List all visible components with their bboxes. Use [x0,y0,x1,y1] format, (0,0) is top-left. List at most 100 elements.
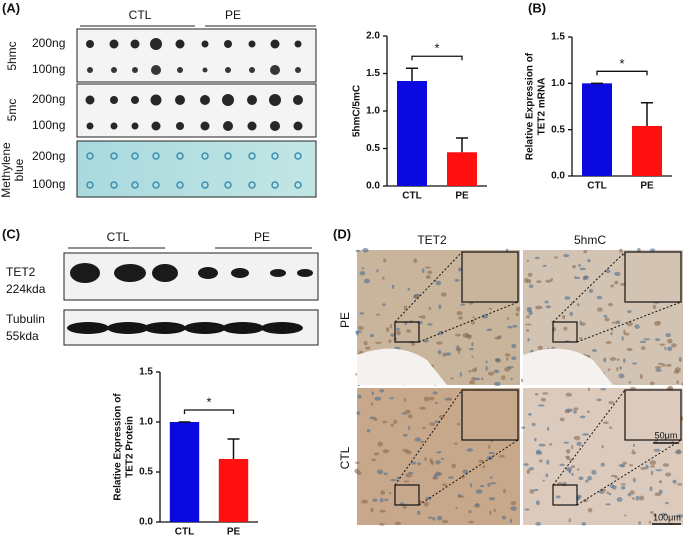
cell [488,444,491,450]
cell [515,306,521,312]
dot [224,152,232,160]
zoom-line [418,301,519,343]
cell [377,441,384,447]
cell [603,314,608,318]
cell [437,472,443,476]
dot [110,96,118,104]
cell [672,479,677,484]
cell [357,326,364,330]
group-label: CTL [107,230,130,244]
cell [655,469,663,472]
amount-label: 100ng [32,118,65,132]
blot-label: Tubulin [6,312,45,326]
cell [528,310,533,316]
cell [650,511,654,514]
cell [614,271,621,276]
cell [653,513,657,518]
cell [429,422,436,426]
bar [632,125,662,176]
cell [563,326,568,331]
cell [366,429,371,433]
dot [151,65,161,75]
error-bar [456,137,468,153]
cell [503,488,506,494]
significance-label: * [206,394,211,409]
cell [494,381,501,387]
cell [582,499,589,503]
cell [440,292,447,297]
cell [638,521,642,525]
cell [371,402,374,406]
cell [660,512,668,516]
cell [559,417,565,422]
cell [379,523,385,526]
cell [419,500,423,504]
cell [573,435,581,441]
zoom-line [552,251,626,323]
band [107,322,149,334]
cell [525,323,532,326]
y-tick-label: 1.0 [551,78,565,89]
cell [487,482,491,487]
cell [626,347,633,352]
cell [390,333,396,337]
cell [456,422,461,426]
cell [632,443,636,447]
y-axis-label: Relative Expression of [113,393,124,501]
cell [676,380,679,385]
zoom-line [576,301,682,343]
cell [620,485,626,490]
cell [363,278,370,284]
cell [578,476,584,481]
cell [534,437,537,442]
dot [270,39,280,49]
cell [489,510,492,515]
cell [667,385,674,391]
cell [416,510,421,515]
dot [269,94,281,106]
cell [413,258,418,264]
cell [628,381,632,384]
cell [382,276,385,280]
cell [506,357,509,361]
cell [587,507,593,513]
cell [609,484,614,488]
cell [423,396,429,402]
cell [428,396,435,401]
cell [640,466,647,470]
dot [175,39,185,49]
bar [169,422,200,522]
cell [435,451,442,454]
amount-label: 200ng [32,92,65,106]
cell [406,329,411,333]
dot [176,181,184,189]
cell [422,268,425,274]
cell [582,433,590,436]
dot [131,152,139,160]
cell [649,486,653,492]
zoom-line [576,439,682,506]
blot-label: 224kda [6,282,46,296]
cell [526,307,532,310]
cell [610,474,617,478]
zoom-line [394,389,463,486]
cell [655,368,662,372]
dot [224,40,232,48]
y-tick-label: 0.0 [366,181,380,192]
cell [420,440,425,444]
dot [131,96,139,104]
cell [501,375,506,380]
y-axis-label: Relative Expression of [525,52,536,160]
cell [622,461,627,465]
cell [546,426,550,431]
band [270,269,286,277]
cell [451,463,456,469]
cell [475,503,480,507]
cell [624,514,627,517]
dot [86,122,94,130]
cell [421,426,427,429]
cell [649,248,656,252]
cell [456,345,460,350]
cell [493,369,500,374]
cell [371,391,374,396]
